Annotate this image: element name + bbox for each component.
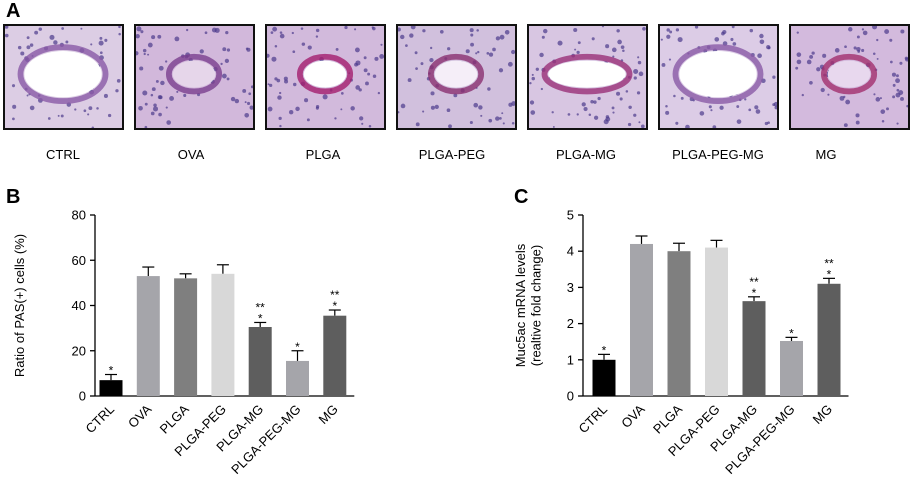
chart-b-bar-ova (136, 276, 160, 396)
chart-c-bar-ova (630, 243, 653, 396)
micrograph-7 (789, 24, 910, 130)
chart-c-significance-mark: * (602, 343, 607, 357)
chart-c-y-tick-label: 1 (567, 352, 574, 367)
micrograph-2 (134, 24, 255, 130)
chart-b-category-label: MG (315, 402, 340, 427)
chart-b-significance-mark: ** (256, 300, 266, 314)
chart-c-bar-plga-peg (705, 247, 728, 396)
chart-b-significance-mark: * (332, 299, 337, 313)
micrograph-label: PLGA (305, 147, 341, 162)
chart-c-y-tick-label: 3 (567, 280, 574, 295)
chart-c-y-tick-label: 0 (567, 389, 574, 404)
chart-c-y-tick-label: 4 (567, 244, 574, 259)
chart-b-bar-plga (174, 278, 198, 396)
panel-b-letter: B (6, 186, 21, 208)
chart-b-bar-plga-mg (248, 326, 272, 396)
chart-b-category-label: OVA (125, 401, 155, 431)
chart-b-y-axis-label: Ratio of PAS(+) cells (%) (12, 234, 27, 377)
chart-b-significance-mark: * (109, 364, 114, 378)
chart-b-bar-ctrl (99, 380, 123, 396)
micrograph-3 (265, 24, 386, 130)
chart-c-bar-plga-mg (742, 301, 766, 396)
chart-c-significance-mark: * (752, 286, 757, 300)
chart-c-significance-mark: ** (824, 256, 834, 270)
chart-c-category-label: PLGA (650, 401, 685, 436)
chart-b-y-tick-label: 80 (72, 208, 86, 223)
panel-a-letter: A (6, 0, 21, 22)
chart-c-significance-mark: * (789, 326, 794, 340)
chart-c-y-tick-label: 2 (567, 316, 574, 331)
micrograph-4 (396, 24, 517, 130)
micrograph-label: PLGA-PEG-MG (672, 147, 764, 162)
chart-c-significance-mark: ** (749, 275, 759, 289)
chart-c-bar-plga-peg-mg (780, 340, 803, 396)
micrograph-label: CTRL (46, 147, 80, 162)
chart-b-category-label: PLGA-PEG-MG (228, 402, 303, 477)
chart-b-bar-plga-peg (211, 273, 235, 396)
chart-c-category-label: CTRL (576, 402, 611, 437)
chart-b-y-tick-label: 20 (72, 343, 86, 358)
chart-b-y-tick-label: 60 (72, 253, 86, 268)
micrograph-label: PLGA-PEG (418, 147, 486, 162)
chart-c-bar-plga (667, 251, 691, 396)
micrograph-6 (658, 24, 779, 130)
panel-c-letter: C (514, 186, 529, 208)
micrograph-label: MG (815, 147, 837, 162)
chart-c-y-axis-label: Muc5ac mRNA levels(realtive fold change) (513, 243, 544, 367)
chart-b-category-label: PLGA (157, 401, 192, 436)
chart-c-y-tick-label: 5 (567, 208, 574, 223)
chart-b-y-tick-label: 0 (79, 389, 86, 404)
chart-c-significance-mark: * (827, 267, 832, 281)
chart-c-category-label: OVA (618, 401, 648, 431)
chart-b-significance-mark: * (295, 340, 300, 354)
chart-c-category-label: MG (810, 402, 835, 427)
micrograph-5 (527, 24, 648, 130)
chart-b-category-label: CTRL (83, 402, 118, 437)
chart-c-bar-ctrl (592, 359, 616, 396)
chart-b-significance-mark: ** (330, 288, 340, 302)
chart-c-bar-mg (817, 283, 841, 396)
micrograph-1 (3, 24, 124, 130)
micrograph-label: OVA (177, 147, 205, 162)
chart-c-category-label: PLGA-PEG-MG (722, 402, 797, 477)
chart-b-significance-mark: * (258, 311, 263, 325)
chart-b-y-tick-label: 40 (72, 298, 86, 313)
chart-b-bar-plga-peg-mg (286, 360, 309, 396)
chart-b-bar-mg (323, 315, 347, 396)
micrograph-label: PLGA-MG (556, 147, 616, 162)
